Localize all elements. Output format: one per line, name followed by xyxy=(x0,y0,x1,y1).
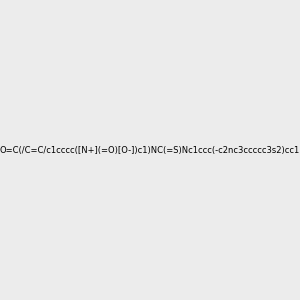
Text: O=C(/C=C/c1cccc([N+](=O)[O-])c1)NC(=S)Nc1ccc(-c2nc3ccccc3s2)cc1: O=C(/C=C/c1cccc([N+](=O)[O-])c1)NC(=S)Nc… xyxy=(0,146,300,154)
